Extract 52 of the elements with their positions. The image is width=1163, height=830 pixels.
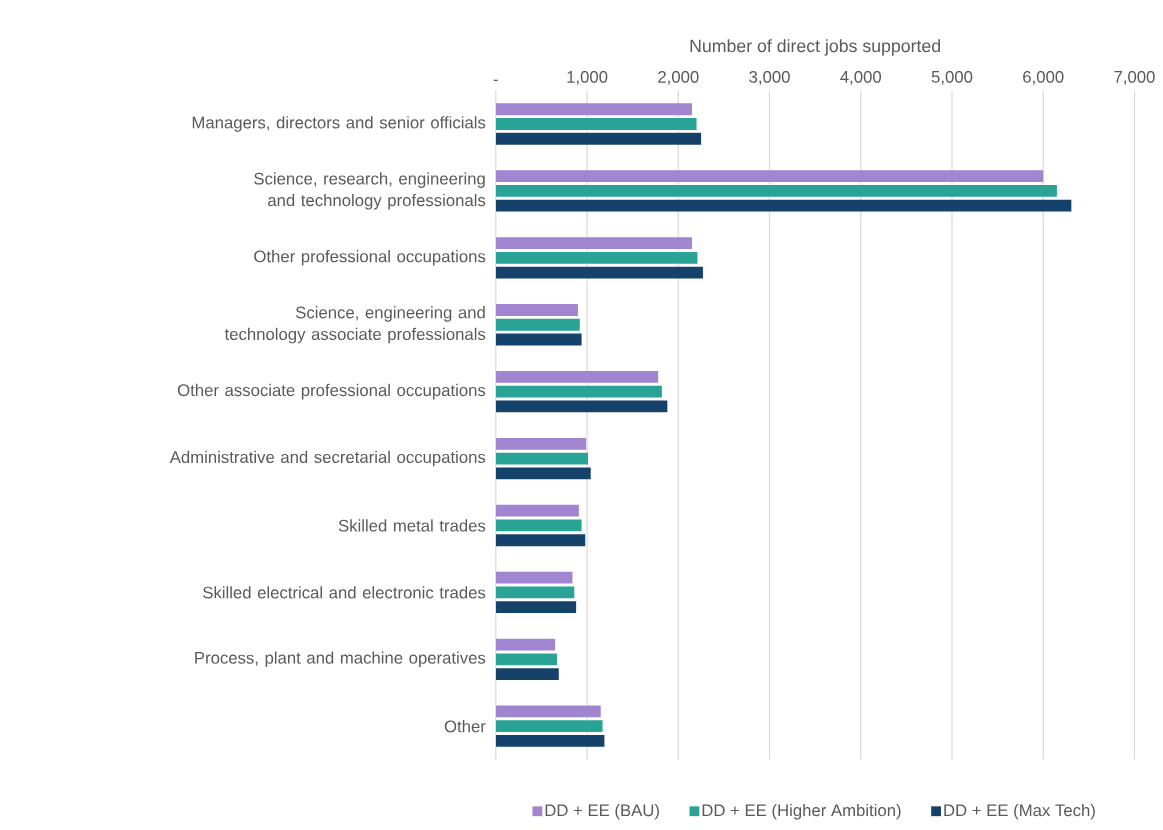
- bar: [495, 705, 601, 718]
- bar: [495, 319, 580, 331]
- x-tick-label: 2,000: [658, 71, 699, 86]
- bar: [495, 385, 662, 398]
- x-tick-label: -: [493, 79, 498, 82]
- bar: [495, 519, 582, 532]
- legend-label: DD + EE (Higher Ambition): [702, 804, 901, 820]
- bar: [495, 438, 587, 450]
- bar: [495, 653, 557, 666]
- bar: [495, 467, 591, 480]
- x-tick-label: 4,000: [840, 71, 882, 86]
- y-tick-label: Managers, directors and senior officials: [192, 116, 486, 133]
- y-tick-label: Science, research, engineering and technology professionals: [254, 172, 486, 210]
- bar: [495, 586, 575, 599]
- bar: [495, 371, 659, 384]
- y-tick-label: Administrative and secretarial occupations: [169, 451, 486, 467]
- bar: [495, 304, 578, 317]
- y-tick-label: Other professional occupations: [254, 250, 486, 266]
- x-tick-label: 5,000: [931, 71, 973, 86]
- bar: [495, 668, 559, 681]
- bar: [495, 200, 1072, 212]
- bar: [495, 400, 668, 413]
- x-tick-label: 6,000: [1023, 71, 1064, 86]
- bar: [495, 333, 582, 346]
- y-tick-label: Other: [444, 720, 486, 733]
- y-tick-label: Science, engineering and technology associate professionals: [224, 306, 486, 344]
- bar: [495, 118, 697, 131]
- x-axis-title: Number of direct jobs supported: [690, 39, 940, 56]
- bar: [495, 638, 556, 651]
- bar: [495, 133, 702, 145]
- bar: [495, 571, 573, 584]
- legend-label: DD + EE (BAU): [545, 804, 659, 820]
- y-tick-label: Process, plant and machine operatives: [195, 651, 486, 668]
- bar: [495, 601, 577, 614]
- bar: [495, 103, 692, 116]
- bar: [495, 252, 698, 264]
- bar: [495, 266, 703, 279]
- bar: [495, 452, 588, 465]
- y-tick-label: Skilled electrical and electronic trades: [203, 586, 486, 599]
- y-tick-label: Other associate professional occupations: [177, 384, 486, 400]
- legend-label: DD + EE (Max Tech): [944, 804, 1095, 820]
- x-tick-label: 1,000: [567, 71, 608, 86]
- bar: [495, 237, 692, 250]
- y-tick-label: Skilled metal trades: [338, 519, 486, 532]
- bar: [495, 170, 1044, 183]
- x-tick-label: 7,000: [1114, 71, 1155, 86]
- bar: [495, 720, 603, 733]
- bar: [495, 185, 1057, 198]
- bar: [495, 735, 605, 748]
- bar: [495, 534, 586, 547]
- bar: [495, 505, 579, 517]
- x-tick-label: 3,000: [749, 71, 790, 86]
